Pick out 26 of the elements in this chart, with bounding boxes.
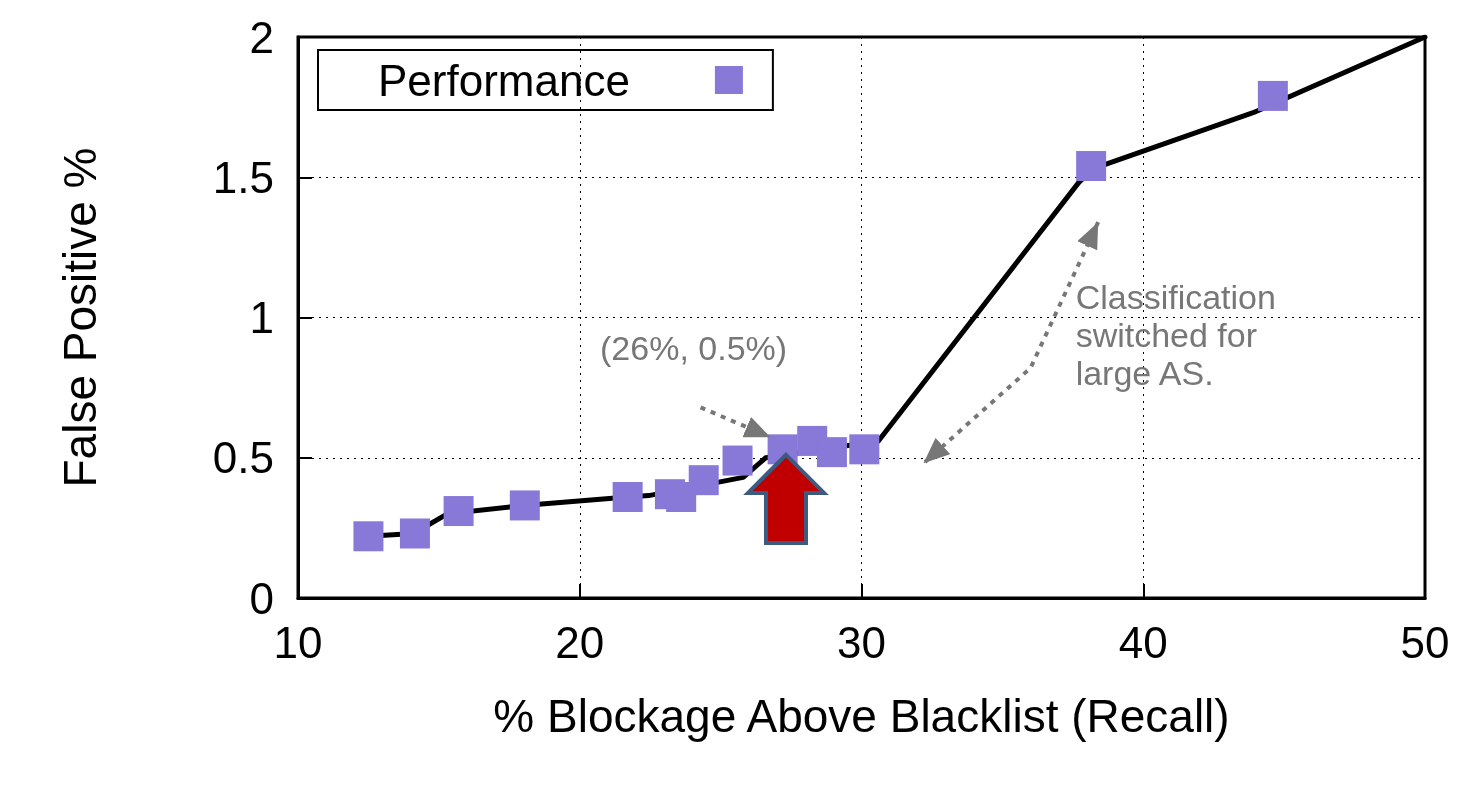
x-tick-label: 20 [555,617,605,667]
y-tick-label: 0.5 [212,433,274,483]
y-tick-label: 1.5 [212,152,274,202]
annotation: (26%, 0.5%) [600,328,788,367]
point [688,465,719,496]
point [1076,151,1107,182]
x-tick-label: 40 [1118,617,1168,667]
point [353,521,384,552]
x-tick-label: 50 [1400,617,1450,667]
annotation: Classification switched for large AS. [1075,278,1276,393]
point [816,437,847,468]
y-tick-label: 2 [249,12,274,62]
point [1257,80,1288,111]
x-tick-label: 30 [837,617,886,667]
point [443,496,474,527]
legend-label: Performance [377,55,630,105]
x-tick-label: 10 [273,617,323,667]
x-axis-title: % Blockage Above Blacklist (Recall) [493,690,1230,742]
point [509,490,540,521]
y-tick-label: 0 [249,573,274,623]
point [399,518,430,549]
y-axis-title: False Positive % [54,147,106,488]
y-tick-label: 1 [249,293,274,342]
point [849,434,880,465]
point [612,482,643,513]
point [722,445,753,476]
